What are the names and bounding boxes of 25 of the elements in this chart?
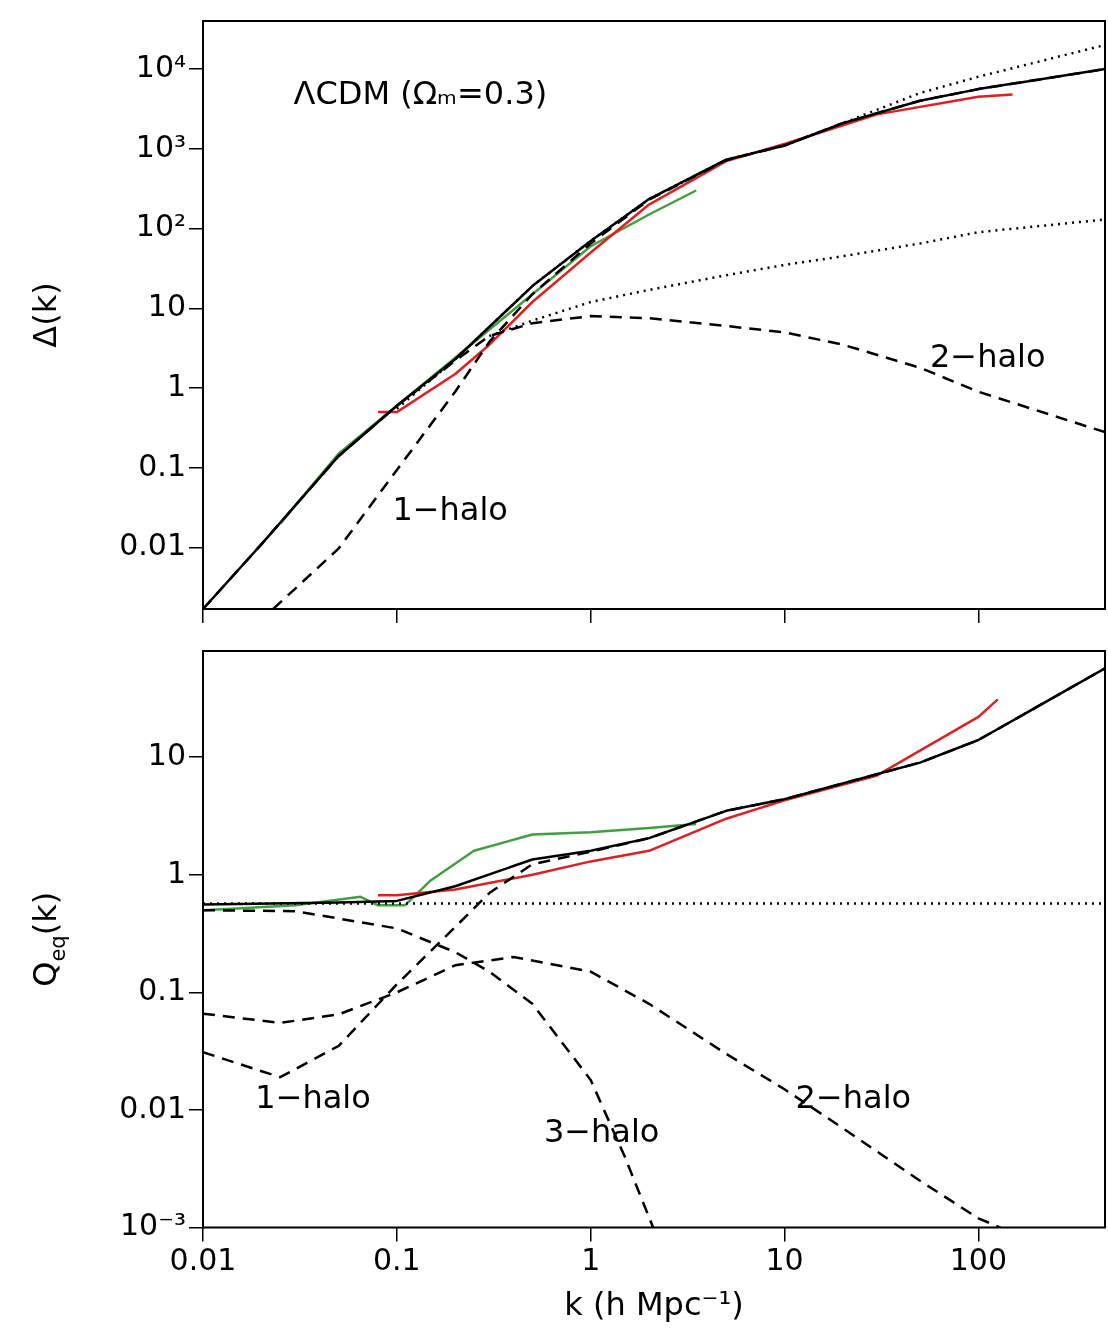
y-tick-label: 10 bbox=[147, 737, 186, 772]
x-tick-label: 10 bbox=[765, 1242, 804, 1278]
annotation: 1−halo bbox=[255, 1078, 371, 1117]
x-tick-label: 0.1 bbox=[372, 1242, 421, 1278]
x-axis-title: k (h Mpc⁻¹) bbox=[564, 1285, 744, 1324]
annotation: 3−halo bbox=[543, 1111, 660, 1150]
y-tick-label: 10⁻³ bbox=[119, 1207, 186, 1243]
y-tick-label: 10³ bbox=[135, 128, 186, 164]
y-axis-title: Qeq(k) bbox=[26, 891, 70, 987]
annotation: 2−halo bbox=[929, 337, 1046, 376]
y-tick-label: 10 bbox=[147, 288, 186, 324]
y-tick-label: 0.1 bbox=[138, 972, 186, 1008]
annotation: 1−halo bbox=[392, 489, 508, 528]
x-tick-label: 1 bbox=[581, 1242, 601, 1278]
y-tick-label: 0.01 bbox=[119, 527, 186, 563]
y-tick-label: 1 bbox=[166, 367, 186, 403]
y-axis-title: Δ(k) bbox=[26, 282, 65, 348]
y-tick-label: 1 bbox=[166, 854, 186, 890]
x-tick-label: 100 bbox=[949, 1242, 1008, 1278]
y-tick-label: 10⁴ bbox=[135, 48, 186, 84]
y-tick-label: 0.01 bbox=[119, 1089, 186, 1125]
annotation: 2−halo bbox=[795, 1078, 912, 1117]
y-tick-label: 10² bbox=[135, 208, 186, 244]
y-tick-label: 0.1 bbox=[138, 447, 186, 483]
annotation: ΛCDM (Ωₘ=0.3) bbox=[293, 73, 548, 112]
